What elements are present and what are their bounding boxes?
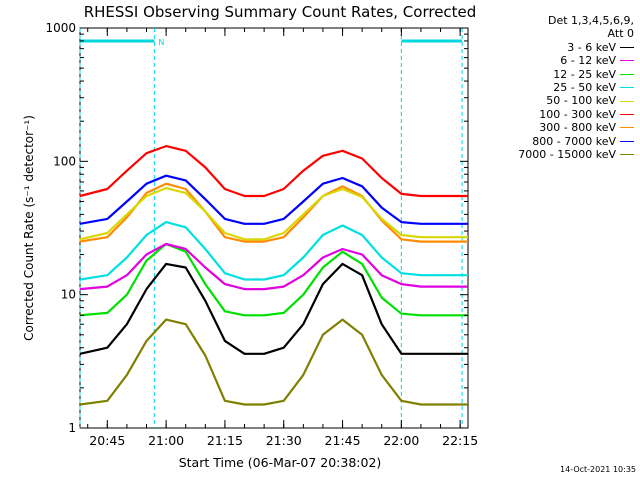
legend-entry-label: 25 - 50 keV [553,80,616,94]
series-line-50-100-kev [79,187,468,241]
x-axis-label: Start Time (06-Mar-07 20:38:02) [179,455,382,470]
legend-entry: 100 - 300 keV [468,108,634,121]
plot-frame [79,27,469,429]
y-tick-label: 1 [68,421,76,435]
x-axis-ticks: 20:45 21:00 21:15 21:30 21:45 22:00 22:15 [87,28,478,448]
legend-header-detectors: Det 1,3,4,5,6,9, [547,14,634,27]
legend-swatch [620,154,634,156]
legend-entry: 800 - 7000 keV [468,135,634,148]
legend-entry: 3 - 6 keV [468,41,634,54]
legend-entry-label: 800 - 7000 keV [532,134,616,148]
legend-entries: 3 - 6 keV 6 - 12 keV 12 - 25 keV 25 - 50 ke… [468,41,634,162]
legend-entry: 300 - 800 keV [468,121,634,134]
legend-entry: 7000 - 15000 keV [468,148,634,161]
x-tick-label: 21:00 [148,433,184,448]
legend-entry-label: 6 - 12 keV [560,54,616,68]
legend-entry-label: 50 - 100 keV [546,94,616,108]
legend-swatch [620,60,634,62]
series-line-25-50-kev [79,221,468,281]
legend-swatch [620,100,634,102]
series-line-12-25-kev [79,242,468,317]
legend-swatch [620,47,634,48]
flag-label: N [158,38,164,47]
series-line-800-7000-kev [79,174,468,225]
y-axis-ticks: 1 10 100 1000 [45,21,468,435]
x-tick-label: 21:30 [266,433,302,448]
legend: Det 1,3,4,5,6,9, Att 0 3 - 6 keV 6 - 12 k… [468,14,634,161]
legend-swatch [620,140,634,142]
legend-entry-label: 12 - 25 keV [553,67,616,81]
chart-title: RHESSI Observing Summary Count Rates, Co… [84,3,477,21]
x-tick-label: 20:45 [89,433,125,448]
legend-entry: 12 - 25 keV [468,68,634,81]
x-tick-label: 21:15 [207,433,243,448]
legend-swatch [620,127,634,129]
legend-entry: 50 - 100 keV [468,94,634,107]
x-tick-label: 21:45 [325,433,361,448]
y-tick-label: 1000 [45,21,76,35]
legend-entry: 6 - 12 keV [468,54,634,67]
y-tick-label: 100 [53,154,76,168]
legend-entry: 25 - 50 keV [468,81,634,94]
series-line-100-300-kev [79,145,468,198]
legend-entry-label: 3 - 6 keV [567,40,616,54]
x-tick-label: 22:00 [383,433,419,448]
legend-header-attenuator: Att 0 [607,27,634,41]
generated-timestamp: 14-Oct-2021 10:35 [560,465,636,474]
legend-entry-label: 7000 - 15000 keV [518,147,616,161]
series-line-7000-15000-kev [79,318,468,406]
x-tick-label: 22:15 [442,433,478,448]
y-axis-label: Corrected Count Rate (s⁻¹ detector⁻¹) [22,115,36,341]
legend-swatch [620,87,634,89]
series-line-6-12-kev [79,242,468,291]
series-line-300-800-kev [79,182,468,243]
series-lines [79,145,468,406]
flag-bars: N [79,28,463,428]
legend-entry-label: 300 - 800 keV [539,121,616,135]
legend-swatch [620,113,634,115]
y-tick-label: 10 [61,288,76,302]
legend-entry-label: 100 - 300 keV [539,107,616,121]
series-line-3-6-kev [79,262,468,355]
legend-swatch [620,73,634,75]
